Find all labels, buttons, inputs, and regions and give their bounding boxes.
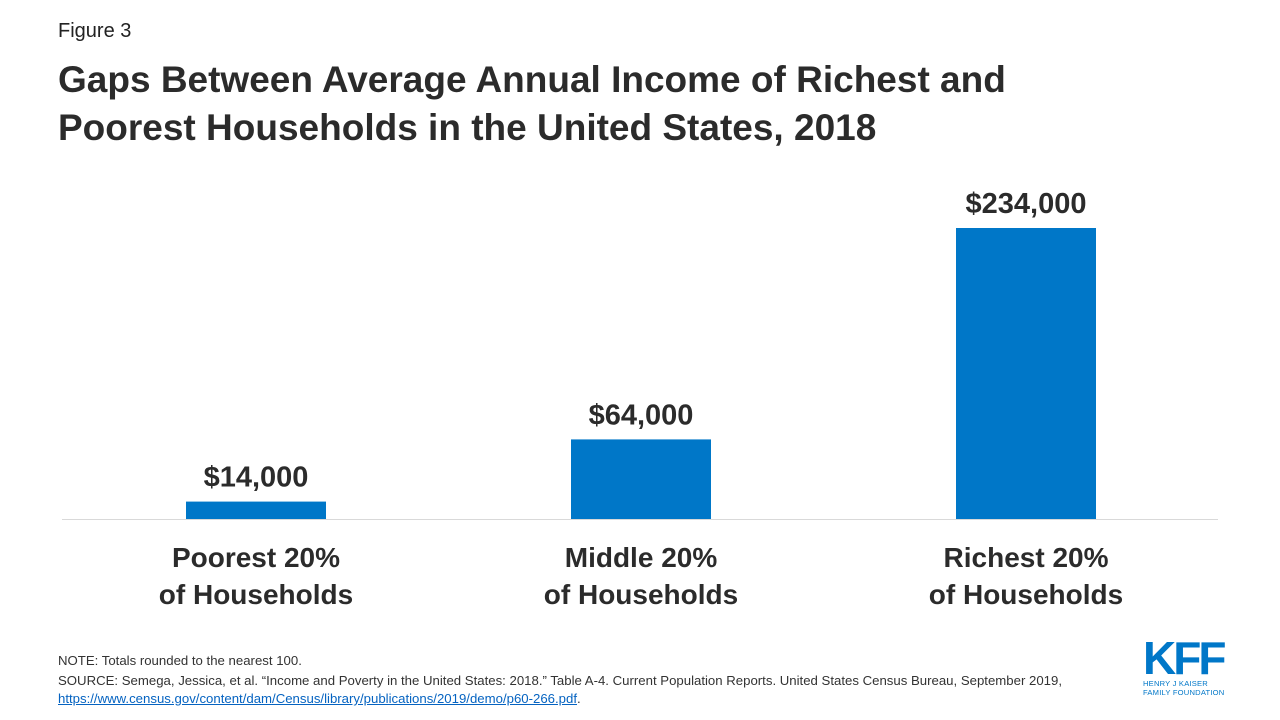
source-link[interactable]: https://www.census.gov/content/dam/Censu…: [58, 691, 578, 706]
kff-logo: KFF HENRY J KAISER FAMILY FOUNDATION: [1143, 632, 1238, 697]
logo-subtitle-line-1: HENRY J KAISER: [1143, 679, 1208, 688]
data-label: $64,000: [589, 399, 694, 431]
category-label-poorest: Poorest 20% of Households: [96, 539, 416, 613]
data-label: $14,000: [204, 462, 309, 494]
category-label-line-1: Poorest 20%: [171, 542, 341, 573]
chart-title: Gaps Between Average Annual Income of Ri…: [58, 56, 1208, 152]
category-label-line-1: Richest 20%: [943, 542, 1109, 573]
chart-title-line-2: Poorest Households in the United States,…: [58, 107, 877, 148]
footnote: NOTE: Totals rounded to the nearest 100.: [58, 653, 302, 668]
bar: [571, 439, 711, 519]
source-note: SOURCE: Semega, Jessica, et al. “Income …: [58, 672, 1108, 708]
category-label-middle: Middle 20% of Households: [481, 539, 801, 613]
figure-label: Figure 3: [58, 20, 132, 42]
category-label-line-2: of Households: [158, 579, 354, 610]
source-suffix: .: [577, 691, 581, 706]
logo-subtitle-line-2: FAMILY FOUNDATION: [1143, 688, 1225, 697]
category-label-line-2: of Households: [543, 579, 739, 610]
logo-subtitle: HENRY J KAISER FAMILY FOUNDATION: [1143, 679, 1238, 697]
source-text: SOURCE: Semega, Jessica, et al. “Income …: [58, 673, 1063, 688]
bar: [186, 501, 326, 519]
bar: [956, 228, 1096, 519]
logo-mark: KFF: [1143, 632, 1226, 684]
category-label-line-1: Middle 20%: [564, 542, 718, 573]
data-label: $234,000: [966, 188, 1087, 220]
category-label-line-2: of Households: [928, 579, 1124, 610]
chart-title-line-1: Gaps Between Average Annual Income of Ri…: [58, 59, 1006, 100]
category-label-richest: Richest 20% of Households: [866, 539, 1186, 613]
